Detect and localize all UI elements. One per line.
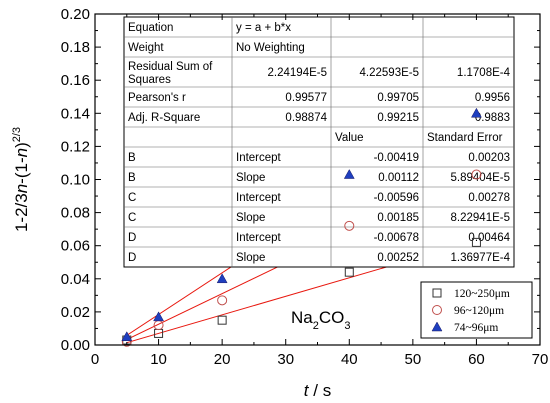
data-point-2-2 (153, 320, 164, 331)
table-cell: 0.99577 (285, 92, 327, 104)
y-tick-label: 0.10 (61, 172, 90, 189)
y-tick-label: 0.02 (61, 304, 90, 321)
y-tick-label: 0.16 (61, 72, 90, 89)
data-point-1-4 (344, 267, 354, 277)
table-cell: -0.00596 (374, 192, 419, 204)
table-cell: 0.00464 (468, 232, 510, 244)
data-point-3-2 (153, 311, 164, 322)
x-axis-title: t / s (304, 381, 331, 400)
table-cell: 5.89404E-5 (451, 172, 510, 184)
table-cell: -0.00678 (374, 232, 419, 244)
table-cell: 2.24194E-5 (268, 67, 327, 79)
data-point-2-3 (217, 295, 228, 306)
table-cell: C (128, 192, 136, 204)
legend-label-1: 120~250μm (454, 288, 510, 300)
table-cell: 8.22941E-5 (451, 212, 510, 224)
data-point-3-3 (216, 273, 228, 284)
table-cell: 1.36977E-4 (451, 252, 511, 264)
data-point-2-5 (471, 169, 482, 180)
table-cell: y = a + b*x (236, 22, 291, 34)
table-cell: 0.00185 (377, 212, 419, 224)
data-point-2-4 (344, 220, 355, 231)
table-cell: No Weighting (236, 42, 305, 54)
table-cell: D (128, 232, 136, 244)
legend-marker-2 (432, 305, 442, 315)
table-cell: Weight (128, 42, 164, 54)
table-cell: Slope (236, 212, 265, 224)
x-tick-label: 0 (91, 351, 99, 368)
table-cell: 0.00112 (378, 172, 419, 184)
legend: 120~250μm 96~120μm 74~96μm (420, 281, 533, 339)
x-tick-label: 40 (341, 351, 358, 368)
data-point-3-4 (343, 169, 355, 179)
data-point-3-1 (121, 331, 133, 341)
data-point-1-5 (471, 237, 481, 247)
x-tick-label: 60 (468, 351, 485, 368)
y-tick-label: 0.00 (61, 337, 90, 354)
x-tick-label: 10 (150, 351, 167, 368)
legend-marker-3 (431, 321, 443, 332)
x-tick-label: 50 (405, 351, 422, 368)
axes: 0 10 20 30 40 50 60 70 0.00 0.02 0.04 0.06 0.08 0.10 0… (11, 6, 548, 400)
legend-marker-1 (432, 288, 442, 298)
fit-results-table: Equation y = a + b*x Weight No Weighting Res… (123, 16, 515, 268)
y-tick-label: 0.06 (61, 238, 90, 255)
table-cell: Pearson's r (128, 92, 186, 104)
data-point-1-3 (217, 315, 227, 325)
table-frame (123, 16, 515, 268)
y-tick-label: 0.20 (61, 6, 90, 23)
table-cell: 0.00203 (468, 152, 510, 164)
y-tick-label: 0.08 (61, 205, 90, 222)
table-cell: 0.9883 (475, 112, 510, 124)
y-tick-label: 0.12 (61, 138, 90, 155)
table-cell: 0.00252 (377, 252, 419, 264)
table-cell: 0.9956 (475, 92, 510, 104)
table-cell: Residual Sum of (128, 61, 213, 73)
table-cell: 0.00278 (468, 192, 510, 204)
table-cell: 0.98874 (285, 112, 327, 124)
table-cell: B (128, 152, 136, 164)
table-cell: 4.22593E-5 (360, 67, 419, 79)
y-tick-label: 0.04 (61, 271, 90, 288)
table-cell: 0.99705 (377, 92, 419, 104)
table-cell: Adj. R-Square (128, 112, 200, 124)
legend-label-2: 96~120μm (454, 305, 504, 317)
legend-label-3: 74~96μm (454, 322, 498, 334)
x-tick-label: 20 (214, 351, 231, 368)
data-point-3-5 (471, 107, 482, 118)
table-cell: -0.00419 (374, 152, 419, 164)
table-col-header: Standard Error (427, 132, 503, 144)
table-cell: Squares (128, 74, 171, 86)
table-col-header: Value (335, 132, 364, 144)
y-tick-label: 0.18 (61, 39, 90, 56)
y-tick-label: 0.14 (61, 105, 90, 122)
data-points-layer (121, 107, 482, 347)
table-cell: Equation (128, 22, 173, 34)
table-cell: 1.1708E-4 (457, 67, 511, 79)
table-cell: D (128, 252, 136, 264)
table-cell: Slope (236, 252, 265, 264)
table-cell: Slope (236, 172, 265, 184)
x-tick-label: 70 (532, 351, 549, 368)
table-cell: 0.99215 (377, 112, 419, 124)
table-cell: Intercept (236, 152, 282, 164)
table-cell: Intercept (236, 192, 282, 204)
table-cell: Intercept (236, 232, 282, 244)
y-axis-title: 1-2/3n-(1-n)2/3 (11, 127, 31, 232)
x-tick-label: 30 (277, 351, 294, 368)
table-cell: C (128, 212, 136, 224)
table-cell: B (128, 172, 136, 184)
annotation-label: Na2CO3 (291, 308, 350, 332)
